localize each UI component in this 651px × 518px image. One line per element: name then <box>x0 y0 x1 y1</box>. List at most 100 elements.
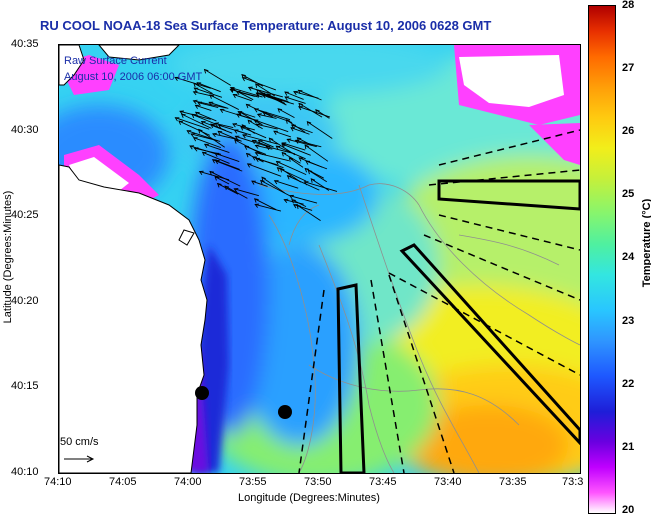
current-vector-head <box>246 163 252 168</box>
current-vector-head <box>288 157 294 162</box>
current-vector-head <box>306 120 312 126</box>
current-vector-head <box>290 124 296 129</box>
current-vector-head <box>194 111 200 117</box>
map-title: RU COOL NOAA-18 Sea Surface Temperature:… <box>40 18 492 33</box>
current-vector <box>242 124 255 134</box>
current-vector-head <box>179 110 185 115</box>
current-vector-head <box>186 130 192 135</box>
coastline-land <box>59 45 208 473</box>
current-vector <box>281 152 301 164</box>
scale-label: 50 cm/s <box>60 436 99 448</box>
current-vector <box>289 157 304 168</box>
colorbar-tick: 20 <box>622 504 635 516</box>
current-vector-head <box>256 92 262 97</box>
current-vector <box>209 171 241 187</box>
current-vector-head <box>285 119 291 124</box>
current-vector <box>212 159 243 172</box>
current-vector <box>179 110 211 120</box>
current-vector-head <box>247 119 253 125</box>
current-vector <box>196 82 221 93</box>
current-vector <box>258 139 274 148</box>
current-vector-head <box>260 179 265 185</box>
current-vector <box>296 204 321 221</box>
current-vector <box>242 134 278 145</box>
current-vector-head <box>253 198 259 203</box>
current-vector <box>261 176 286 194</box>
colorbar-tick: 22 <box>622 378 635 390</box>
current-vector <box>291 199 307 208</box>
current-vector <box>247 163 282 177</box>
current-vector <box>238 111 256 118</box>
x-tick-label: 74:05 <box>109 476 137 488</box>
current-vector <box>304 181 338 192</box>
current-vector <box>218 124 246 134</box>
current-vector-head <box>241 73 246 79</box>
current-vector-head <box>281 142 287 147</box>
current-vector-head <box>232 93 238 99</box>
current-vector <box>254 198 277 211</box>
current-vector-head <box>298 102 303 108</box>
station-marker <box>278 405 292 419</box>
current-vector <box>212 133 239 141</box>
bathymetry-contours <box>258 183 580 473</box>
temperature-colorbar <box>588 5 616 514</box>
current-vector-head <box>217 124 223 129</box>
current-vector-head <box>255 157 260 163</box>
current-vector-head <box>291 199 296 204</box>
current-vector-head <box>233 188 239 193</box>
current-vector <box>252 139 271 148</box>
current-vector <box>260 180 290 197</box>
current-vector <box>293 91 319 99</box>
current-vector-head <box>286 175 292 180</box>
current-vector <box>257 113 277 119</box>
current-vector-head <box>189 145 195 150</box>
colorbar-tick: 24 <box>622 251 635 263</box>
current-vector-head <box>283 198 289 204</box>
current-vector-head <box>298 157 304 162</box>
sst-map-svg <box>59 45 580 473</box>
current-vector-head <box>275 160 281 166</box>
current-vector <box>204 143 230 154</box>
current-vector-head <box>194 104 200 109</box>
current-vector-head <box>251 180 256 185</box>
current-vector-head <box>214 122 220 127</box>
current-vector <box>293 204 313 211</box>
current-vector-head <box>242 134 247 139</box>
x-tick-label: 73:3 <box>562 476 584 488</box>
x-tick-label: 74:00 <box>174 476 202 488</box>
current-vector-head <box>288 194 294 200</box>
current-vector-head <box>214 176 220 181</box>
current-vector <box>266 146 296 155</box>
current-vector <box>236 113 256 121</box>
current-vector-head <box>234 139 239 144</box>
current-vector <box>256 89 287 106</box>
current-vector <box>290 127 310 135</box>
current-vector <box>277 167 307 182</box>
current-vector-head <box>232 123 238 128</box>
current-vector-head <box>208 101 214 106</box>
current-vector <box>191 113 216 125</box>
current-vector-head <box>209 94 215 99</box>
current-vector <box>234 188 259 197</box>
current-vector-head <box>277 108 283 113</box>
current-vector-head <box>296 137 302 142</box>
current-vector-head <box>254 144 260 149</box>
current-vector-head <box>203 143 209 148</box>
current-vector-head <box>230 87 236 93</box>
y-tick-label: 40:35 <box>11 38 39 50</box>
current-vector <box>274 180 299 189</box>
x-tick-label: 73:55 <box>239 476 267 488</box>
current-vector-head <box>310 178 316 183</box>
current-vector <box>232 123 255 131</box>
current-vector-head <box>198 170 204 176</box>
current-vector-head <box>241 77 247 82</box>
current-vector <box>307 121 333 139</box>
current-vector <box>181 113 212 129</box>
current-vector <box>224 185 248 199</box>
colorbar-tick: 26 <box>622 125 635 137</box>
current-vector-head <box>174 76 180 82</box>
x-axis-label: Longitude (Degrees:Minutes) <box>238 492 380 504</box>
current-vector <box>289 195 318 204</box>
current-vector <box>276 161 307 176</box>
x-tick-label: 74:10 <box>44 476 72 488</box>
